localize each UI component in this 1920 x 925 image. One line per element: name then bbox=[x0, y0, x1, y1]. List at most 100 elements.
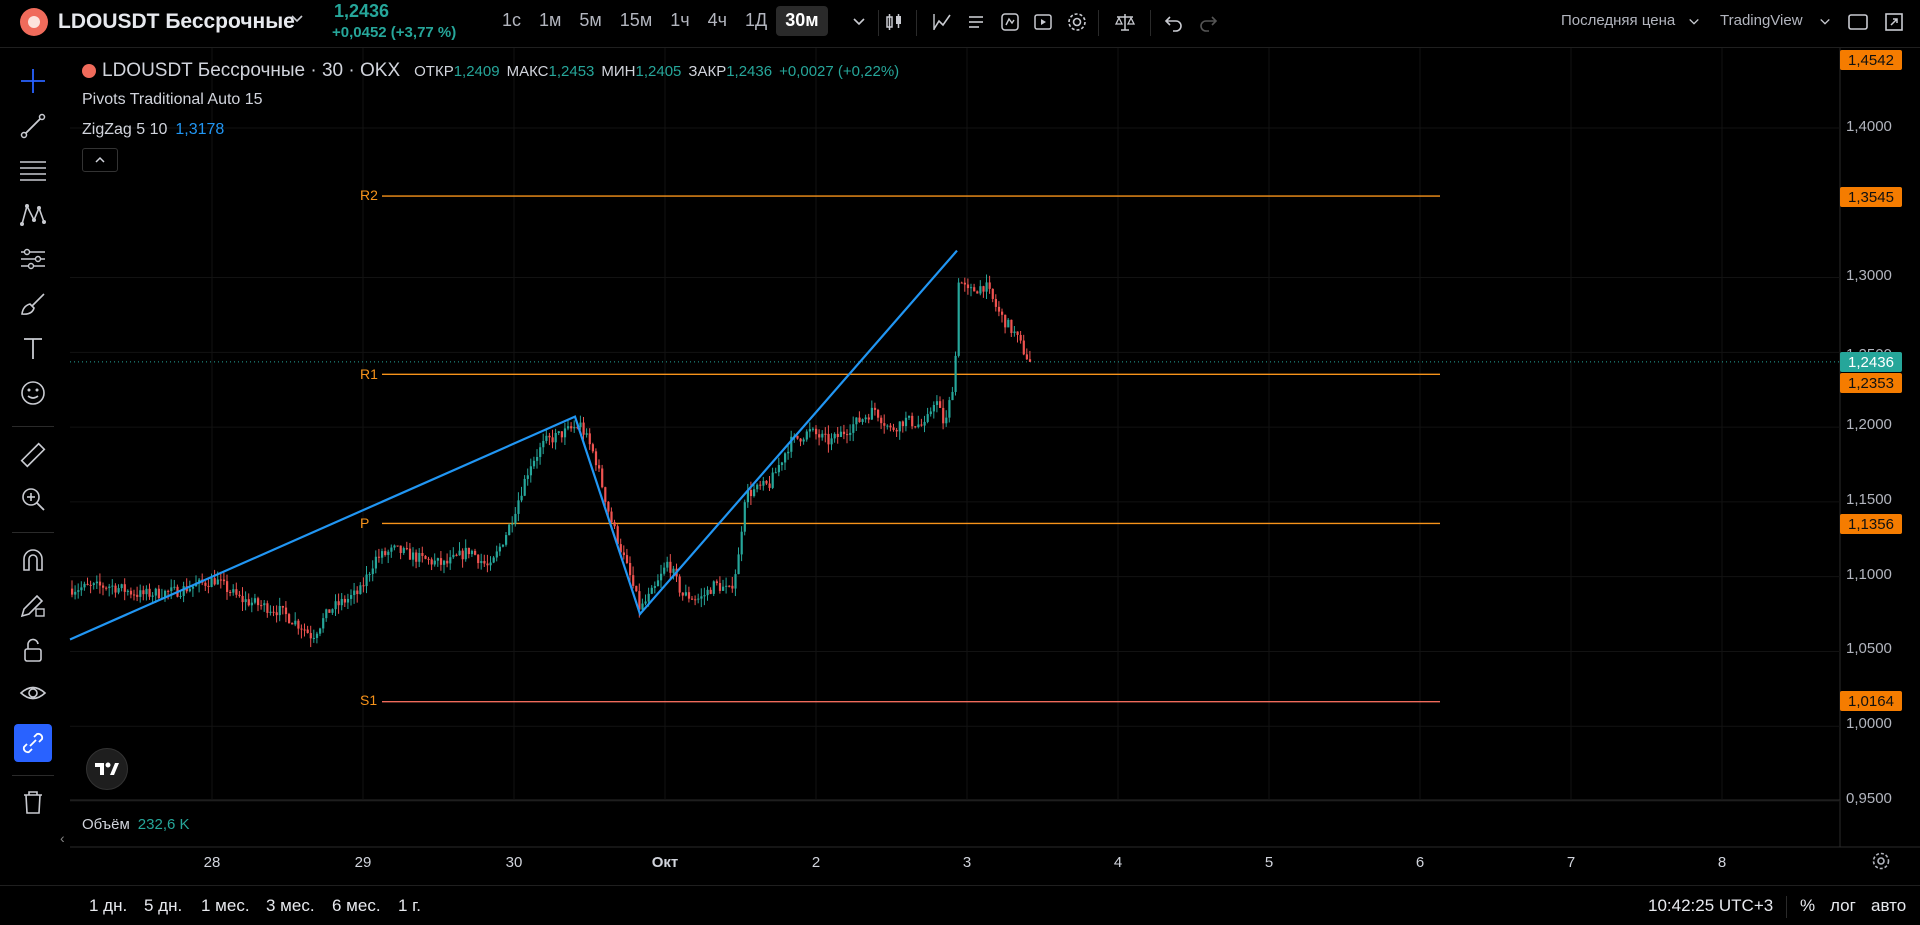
candle-body bbox=[942, 407, 945, 424]
magnet-icon[interactable] bbox=[14, 542, 52, 580]
trend-line-icon[interactable] bbox=[14, 107, 52, 145]
candle-body bbox=[381, 551, 384, 558]
symbol-logo-icon[interactable] bbox=[20, 8, 48, 36]
link-icon[interactable] bbox=[14, 724, 52, 762]
log-toggle[interactable]: лог bbox=[1830, 896, 1856, 915]
interval-4h[interactable]: 4ч bbox=[707, 10, 727, 30]
interval-5m[interactable]: 5м bbox=[579, 10, 602, 30]
price-source-select[interactable]: Последняя цена bbox=[1561, 12, 1676, 29]
zigzag-indicator[interactable]: ZigZag 5 10 1,3178 bbox=[82, 121, 224, 139]
low-value: 1,2405 bbox=[635, 62, 682, 80]
candle-body bbox=[883, 423, 886, 426]
candle-body bbox=[737, 554, 740, 575]
percent-toggle[interactable]: % bbox=[1800, 896, 1816, 915]
trading-panel-icon[interactable] bbox=[1112, 9, 1138, 35]
range-1y[interactable]: 1 г. bbox=[398, 896, 422, 915]
platform-select[interactable]: TradingView bbox=[1720, 12, 1803, 29]
range-1d[interactable]: 1 дн. bbox=[89, 896, 128, 915]
crosshair-icon[interactable] bbox=[14, 62, 52, 100]
price-axis-label: 1,1500 bbox=[1846, 491, 1892, 508]
collapse-toolbar-icon[interactable]: ‹ bbox=[60, 830, 65, 846]
candle-body bbox=[703, 595, 706, 597]
candle-body bbox=[362, 585, 365, 587]
interval-1d[interactable]: 1Д bbox=[744, 10, 768, 30]
time-axis-label: 5 bbox=[1264, 854, 1274, 871]
ruler-icon[interactable] bbox=[14, 436, 52, 474]
candle-body bbox=[858, 417, 861, 422]
candle-body bbox=[415, 552, 418, 562]
chevron-down-icon[interactable] bbox=[846, 9, 872, 35]
candle-body bbox=[315, 633, 319, 638]
candle-body bbox=[226, 581, 229, 593]
templates-icon[interactable] bbox=[963, 9, 989, 35]
candle-body bbox=[715, 581, 718, 584]
close-label: ЗАКР bbox=[688, 62, 727, 80]
candle-body bbox=[86, 583, 89, 585]
candle-body bbox=[483, 561, 486, 564]
trash-icon[interactable] bbox=[14, 783, 52, 821]
price-axis-label: 1,1000 bbox=[1846, 566, 1892, 583]
candle-body bbox=[672, 568, 675, 573]
candle-body bbox=[278, 606, 281, 616]
candle-body bbox=[1001, 311, 1004, 315]
candle-body bbox=[480, 561, 483, 564]
alert-icon[interactable] bbox=[997, 9, 1023, 35]
indicators-icon[interactable] bbox=[929, 9, 955, 35]
chevron-down-icon[interactable] bbox=[290, 12, 304, 31]
symbol-name[interactable]: LDOUSDT Бессрочные bbox=[58, 10, 295, 33]
candle-body bbox=[492, 557, 495, 563]
candle-body bbox=[430, 559, 433, 565]
legend-title[interactable]: LDOUSDT Бессрочные · 30 · OKX bbox=[102, 60, 401, 81]
pencil-lock-icon[interactable] bbox=[14, 586, 52, 624]
brush-icon[interactable] bbox=[14, 285, 52, 323]
clock[interactable]: 10:42:25 UTC+3 bbox=[1648, 896, 1774, 915]
interval-1h[interactable]: 1ч bbox=[670, 10, 690, 30]
candle-body bbox=[204, 582, 207, 586]
volume-legend[interactable]: Объём 232,6 K bbox=[82, 816, 190, 833]
collapse-legend-button[interactable] bbox=[82, 148, 118, 172]
interval-15m[interactable]: 15м bbox=[619, 10, 653, 30]
range-3m[interactable]: 3 мес. bbox=[266, 896, 315, 915]
candle-body bbox=[601, 468, 604, 488]
candles-icon[interactable] bbox=[881, 9, 907, 35]
candle-body bbox=[576, 427, 579, 429]
interval-1m[interactable]: 1м bbox=[539, 10, 562, 30]
lock-icon[interactable] bbox=[14, 631, 52, 669]
redo-icon[interactable] bbox=[1195, 9, 1221, 35]
range-6m[interactable]: 6 мес. bbox=[332, 896, 381, 915]
undo-icon[interactable] bbox=[1161, 9, 1187, 35]
range-5d[interactable]: 5 дн. bbox=[144, 896, 183, 915]
auto-toggle[interactable]: авто bbox=[1871, 896, 1907, 915]
gear-icon[interactable] bbox=[1870, 850, 1892, 877]
tradingview-logo[interactable] bbox=[86, 748, 128, 790]
candle-body bbox=[746, 490, 749, 503]
candle-body bbox=[864, 417, 867, 420]
price-change: +0,0452 (+3,77 %) bbox=[332, 24, 457, 41]
replay-icon[interactable] bbox=[1030, 9, 1056, 35]
eye-icon[interactable] bbox=[14, 675, 52, 713]
candle-body bbox=[80, 587, 83, 591]
pivots-indicator[interactable]: Pivots Traditional Auto 15 bbox=[82, 91, 263, 108]
fullscreen-icon[interactable] bbox=[1881, 9, 1907, 35]
candle-body bbox=[368, 574, 371, 576]
window-icon[interactable] bbox=[1845, 9, 1871, 35]
candle-body bbox=[408, 548, 412, 560]
chevron-down-icon[interactable] bbox=[1812, 9, 1838, 35]
zoom-in-icon[interactable] bbox=[14, 480, 52, 518]
fib-icon[interactable] bbox=[14, 151, 52, 189]
interval-1s[interactable]: 1с bbox=[502, 10, 522, 30]
emoji-icon[interactable] bbox=[14, 374, 52, 412]
candle-body bbox=[266, 603, 269, 613]
candle-body bbox=[780, 462, 784, 466]
candle-body bbox=[396, 545, 399, 547]
chevron-down-icon[interactable] bbox=[1681, 9, 1707, 35]
pattern-icon[interactable] bbox=[14, 196, 52, 234]
interval-30m[interactable]: 30м bbox=[776, 6, 828, 36]
candle-body bbox=[939, 401, 942, 408]
gear-icon[interactable] bbox=[1064, 9, 1090, 35]
range-1m[interactable]: 1 мес. bbox=[201, 896, 250, 915]
candle-body bbox=[334, 601, 337, 610]
forecast-icon[interactable] bbox=[14, 240, 52, 278]
text-icon[interactable] bbox=[14, 329, 52, 367]
